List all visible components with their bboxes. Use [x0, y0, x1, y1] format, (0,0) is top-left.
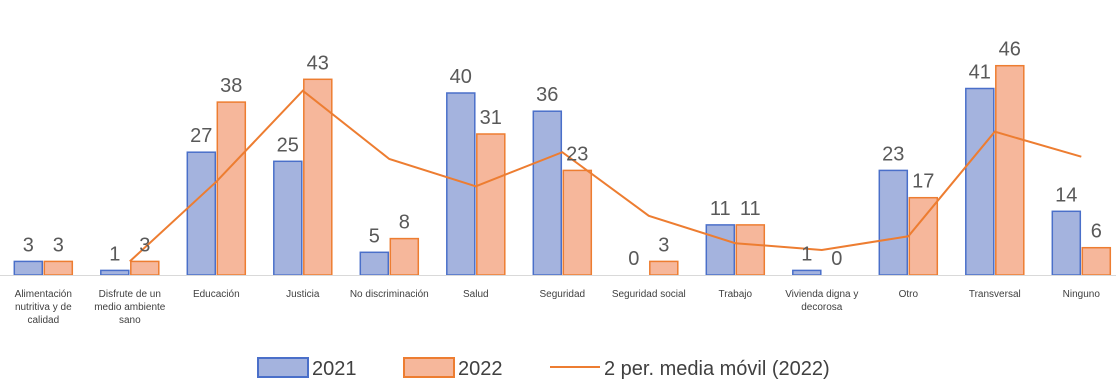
data-label-2021-9: 1: [801, 243, 812, 265]
category-label-5: Salud: [463, 289, 489, 300]
category-label-12: Ninguno: [1063, 289, 1101, 300]
bar-2022-10: [908, 196, 939, 276]
bars-group: [13, 64, 1112, 276]
data-label-2021-1: 1: [109, 243, 120, 265]
bar-2021-3: [273, 160, 303, 276]
category-label-11: Transversal: [969, 289, 1021, 300]
legend-label-trendline: 2 per. media móvil (2022): [604, 358, 830, 380]
category-label-6: Seguridad: [540, 289, 586, 300]
bar-2021-12: [1051, 210, 1082, 276]
legend-swatch-2021: [257, 357, 309, 378]
bar-2022-5: [476, 133, 506, 276]
bar-2022-6: [562, 169, 593, 276]
data-label-2021-5: 40: [450, 66, 472, 88]
bar-2022-3: [303, 78, 333, 276]
bar-2021-9: [792, 269, 822, 276]
category-label-9: Vivienda digna y decorosa: [785, 289, 858, 313]
data-label-2021-12: 14: [1055, 184, 1077, 206]
data-label-2022-7: 3: [658, 234, 669, 256]
bar-2022-1: [130, 260, 160, 276]
data-label-2021-8: 11: [710, 198, 731, 220]
data-label-2022-4: 8: [399, 212, 410, 234]
data-label-2021-6: 36: [536, 84, 558, 106]
data-label-2021-0: 3: [23, 234, 34, 256]
data-label-2022-1: 3: [139, 234, 150, 256]
bar-2021-4: [359, 251, 390, 276]
data-label-2022-11: 46: [999, 39, 1021, 61]
data-label-2022-2: 38: [220, 75, 242, 97]
data-label-2022-9: 0: [831, 248, 842, 270]
data-label-2022-3: 43: [307, 52, 329, 74]
bar-2022-11: [995, 64, 1025, 276]
data-label-2022-0: 3: [53, 234, 64, 256]
category-label-0: Alimentación nutritiva y de calidad: [15, 289, 72, 326]
legend-label-2021: 2021: [312, 358, 357, 380]
data-label-2021-7: 0: [628, 248, 639, 270]
data-label-2022-12: 6: [1091, 221, 1102, 243]
bar-2021-0: [13, 260, 44, 276]
data-label-2022-5: 31: [480, 107, 502, 129]
bar-2021-8: [705, 224, 736, 276]
bar-2021-2: [186, 151, 217, 276]
trendline-moving-average: [129, 89, 1082, 263]
legend-label-2022: 2022: [458, 358, 503, 380]
bar-2022-7: [649, 260, 679, 276]
data-label-2022-10: 17: [912, 171, 934, 193]
data-label-2021-10: 23: [882, 143, 904, 165]
legend-swatch-2022: [403, 357, 455, 378]
data-label-2022-6: 23: [566, 143, 588, 165]
data-label-2022-8: 11: [740, 198, 761, 220]
bar-2021-1: [100, 269, 130, 276]
category-label-10: Otro: [899, 289, 919, 300]
bar-2022-12: [1081, 246, 1112, 276]
category-label-8: Trabajo: [719, 289, 753, 300]
category-label-3: Justicia: [286, 289, 320, 300]
bar-2021-6: [532, 110, 563, 276]
bar-2021-10: [878, 169, 909, 276]
data-label-2021-2: 27: [190, 125, 212, 147]
data-label-2021-11: 41: [969, 62, 991, 84]
legend: 2021 2022 2 per. media móvil (2022): [257, 357, 830, 380]
category-label-1: Disfrute de un medio ambiente sano: [94, 289, 166, 326]
category-label-2: Educación: [193, 289, 240, 300]
data-label-2021-4: 5: [369, 225, 380, 247]
category-label-7: Seguridad social: [612, 289, 686, 300]
bar-2022-4: [389, 237, 420, 276]
bar-2022-0: [43, 260, 74, 276]
category-labels-group: Alimentación nutritiva y de calidad Disfrut…: [15, 289, 1101, 326]
bar-2022-2: [216, 101, 247, 276]
bar-2022-8: [735, 224, 766, 276]
bar-2021-11: [965, 87, 995, 276]
category-label-4: No discriminación: [350, 289, 429, 300]
data-label-2021-3: 25: [277, 134, 299, 156]
